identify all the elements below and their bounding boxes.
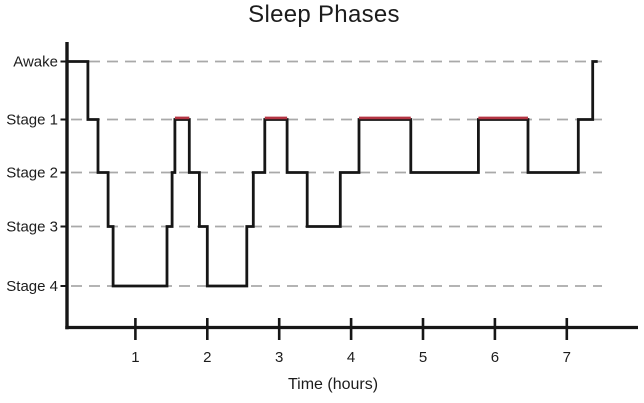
x-tick-label: 7 <box>563 349 571 366</box>
y-stage-label: Stage 1 <box>6 112 58 129</box>
x-tick-label: 3 <box>275 349 283 366</box>
x-tick-label: 5 <box>419 349 427 366</box>
chart-title: Sleep Phases <box>248 1 400 28</box>
x-axis-title: Time (hours) <box>287 376 379 393</box>
y-stage-labels: Awake Stage 1 Stage 2 Stage 3 Stage 4 <box>6 54 58 296</box>
x-tick-label: 2 <box>203 349 211 366</box>
x-tick-label: 6 <box>491 349 499 366</box>
x-tick-labels: 1 2 3 4 5 6 7 <box>131 349 571 366</box>
y-stage-label: Stage 2 <box>6 165 58 182</box>
y-stage-label: Stage 3 <box>6 219 58 236</box>
y-stage-label: Awake <box>13 54 58 71</box>
x-tick-label: 4 <box>347 349 355 366</box>
gridlines <box>71 60 602 287</box>
y-stage-label: Stage 4 <box>6 278 58 295</box>
x-tick-label: 1 <box>131 349 139 366</box>
hypnogram-step-path <box>67 60 598 288</box>
sleep-stage-line <box>67 60 598 288</box>
axis-ticks <box>60 60 569 340</box>
